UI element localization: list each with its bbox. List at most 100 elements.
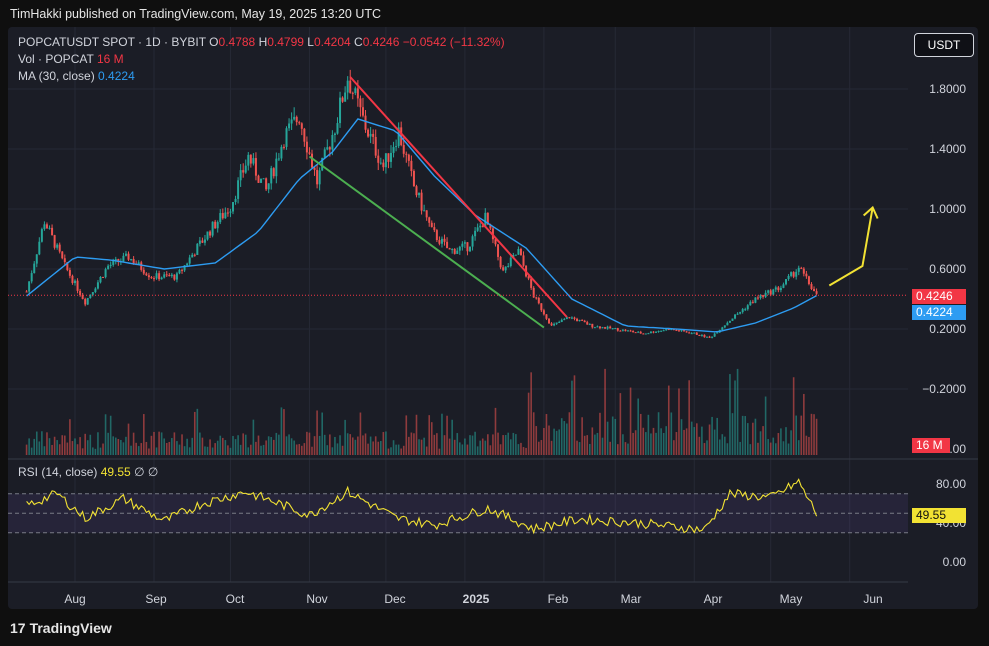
volume-bar: [594, 434, 596, 455]
volume-bar: [509, 439, 512, 455]
volume-bar: [260, 445, 262, 455]
volume-bar: [540, 440, 543, 455]
candle-body: [150, 277, 153, 279]
volume-bar: [28, 438, 30, 455]
candle-body: [153, 278, 155, 280]
candle-body: [359, 98, 362, 108]
volume-bar: [43, 446, 46, 455]
candle-body: [553, 323, 556, 326]
volume-bar: [196, 408, 199, 455]
candle-body: [331, 135, 334, 150]
volume-bar: [517, 444, 520, 455]
volume-bar: [711, 416, 713, 455]
candle-body: [356, 88, 359, 99]
volume-bar: [611, 416, 614, 455]
candle-body: [507, 265, 510, 267]
rsi-axis-label: 80.00: [935, 477, 966, 491]
volume-bar: [614, 418, 617, 455]
volume-bar: [499, 444, 502, 455]
volume-bar: [252, 419, 255, 455]
legend-ma-label: MA (30, close): [18, 69, 95, 83]
candle-body: [53, 235, 56, 248]
volume-bar: [278, 434, 280, 455]
candle-body: [102, 276, 105, 278]
candle-body: [535, 297, 538, 299]
volume-bar: [425, 446, 428, 455]
candle-body: [456, 250, 459, 254]
candle-body: [265, 178, 268, 190]
volume-bar: [247, 447, 250, 455]
volume-bar: [617, 444, 619, 455]
candle-body: [247, 154, 250, 166]
candle-body: [644, 333, 647, 335]
chart-svg[interactable]: [8, 27, 978, 609]
candle-body: [71, 275, 74, 284]
price-axis-label: 1.8000: [929, 82, 966, 96]
candle-body: [397, 127, 400, 147]
volume-bar: [288, 434, 290, 455]
candle-body: [570, 317, 573, 319]
candle-body: [267, 183, 270, 190]
candle-body: [25, 291, 28, 293]
volume-bar: [624, 442, 627, 455]
volume-bar: [655, 432, 657, 455]
volume-bar: [764, 396, 767, 455]
volume-bar: [797, 440, 800, 455]
volume-bar: [772, 437, 775, 455]
volume-bar: [183, 446, 186, 455]
volume-bar: [408, 436, 410, 455]
candle-body: [741, 309, 744, 313]
candle-body: [555, 322, 558, 324]
candle-body: [721, 327, 724, 330]
tradingview-footer[interactable]: 17 TradingView: [10, 620, 112, 636]
volume-bar: [558, 429, 560, 455]
legend-vol-value: 16 M: [96, 52, 124, 66]
volume-bar: [548, 425, 550, 455]
candle-body: [695, 332, 698, 335]
candle-body: [354, 88, 357, 94]
volume-bar: [204, 446, 206, 455]
candle-body: [229, 211, 232, 213]
candle-body: [779, 287, 782, 291]
volume-bar: [99, 447, 102, 455]
volume-bar: [178, 444, 181, 455]
volume-bar: [227, 445, 229, 455]
candle-body: [588, 323, 591, 325]
volume-bar: [757, 442, 759, 455]
volume-bar: [647, 414, 650, 455]
candle-body: [242, 170, 245, 173]
candle-body: [667, 328, 670, 330]
volume-bar: [354, 439, 357, 455]
candle-body: [660, 330, 663, 332]
candle-body: [193, 254, 196, 256]
volume-bar: [46, 432, 48, 455]
volume-bar: [61, 435, 64, 455]
candle-body: [336, 123, 339, 134]
chart-frame[interactable]: POPCATUSDT SPOT · 1D · BYBIT O0.4788 H0.…: [8, 27, 978, 609]
candle-body: [734, 314, 737, 319]
volume-bar: [397, 444, 400, 455]
candle-body: [104, 269, 107, 278]
candle-body: [519, 248, 522, 256]
candle-body: [527, 276, 530, 279]
candle-body: [155, 273, 158, 279]
currency-button[interactable]: USDT: [914, 33, 974, 57]
volume-bar: [321, 412, 323, 455]
candle-body: [560, 319, 563, 322]
candle-body: [410, 160, 413, 171]
trendline-red: [349, 76, 568, 318]
grid: [8, 27, 978, 583]
volume-bar: [285, 436, 288, 455]
volume-bar: [713, 429, 716, 455]
price-axis-label: 0.6000: [929, 262, 966, 276]
volume-bar: [525, 447, 527, 455]
candle-body: [479, 225, 482, 228]
candle-body: [563, 319, 566, 321]
volume-bar: [609, 441, 611, 455]
candle-body: [277, 158, 280, 160]
candle-body: [489, 224, 492, 229]
volume-bar: [173, 432, 176, 455]
candle-body: [703, 334, 706, 338]
volume-bar: [560, 418, 563, 455]
candle-body: [657, 330, 660, 332]
